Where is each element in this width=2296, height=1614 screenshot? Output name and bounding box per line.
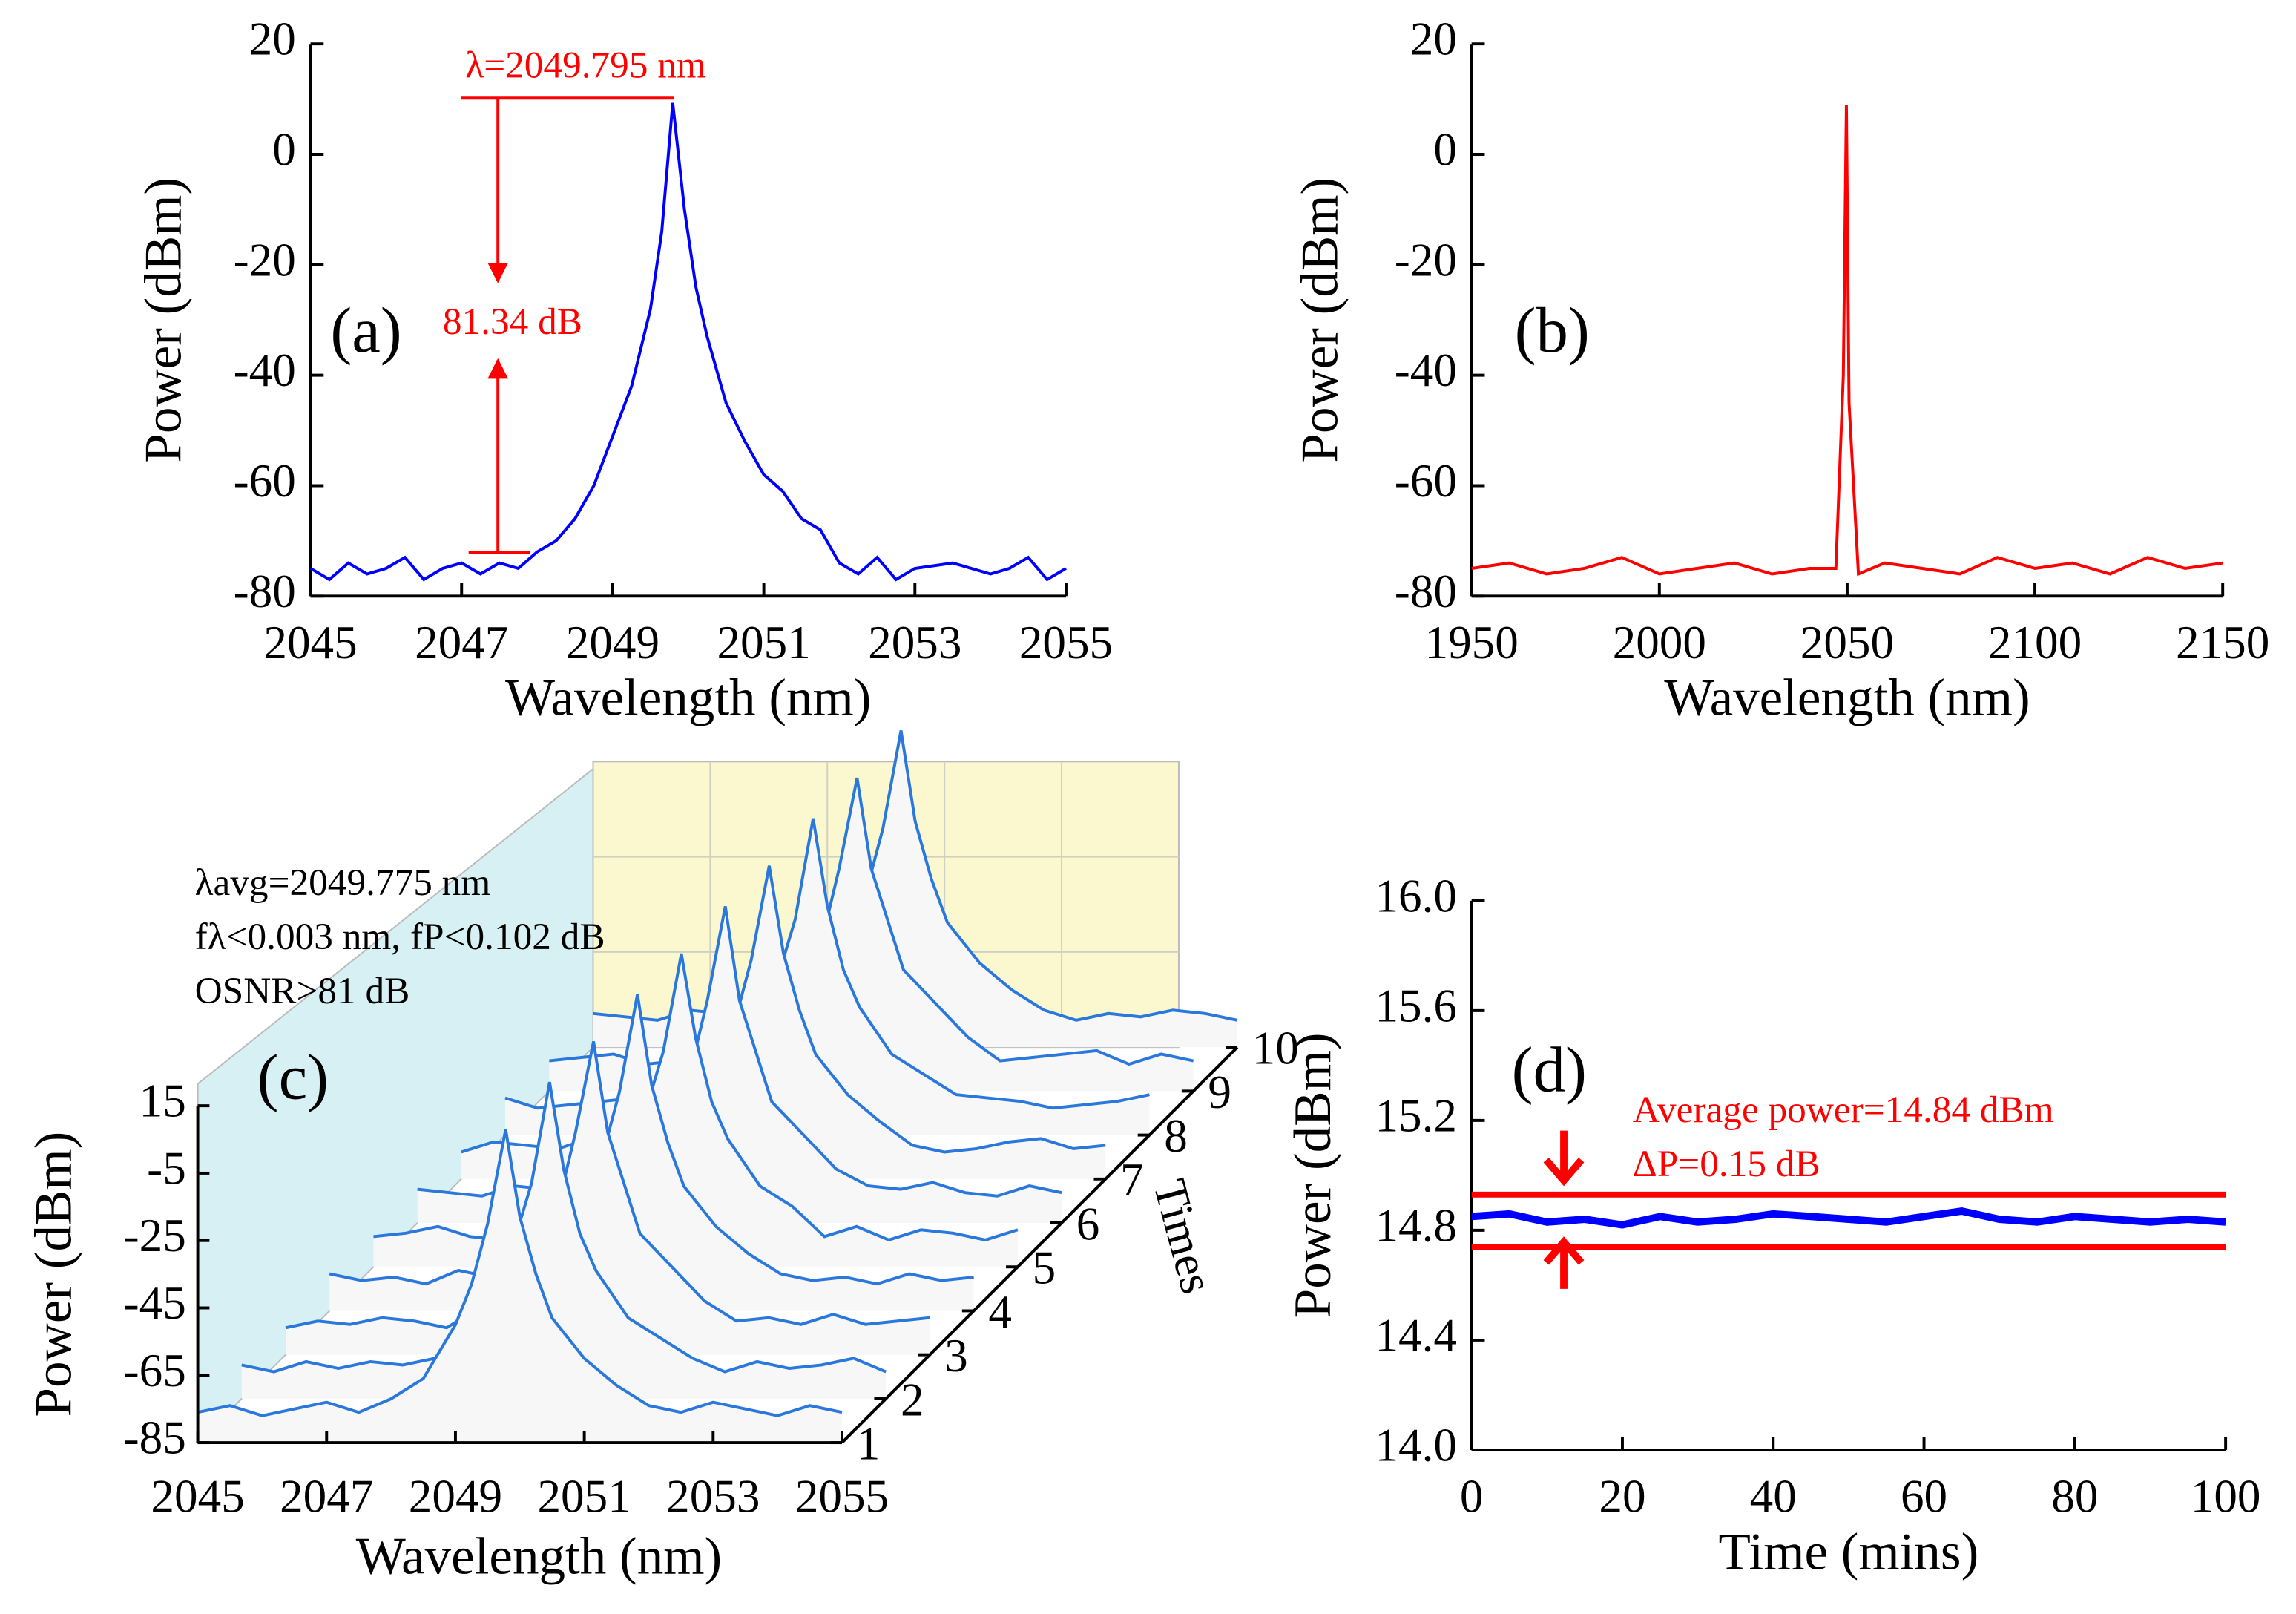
y-tick-label: 15.6 — [1375, 980, 1457, 1031]
x-tick-label: 2053 — [868, 617, 961, 669]
panel-label: (b) — [1515, 295, 1590, 366]
y-tick-label: -60 — [1395, 455, 1457, 507]
z-axis — [841, 1046, 1239, 1444]
y-tick-label: -60 — [234, 455, 296, 507]
x-tick-label: 1950 — [1425, 617, 1519, 669]
data-line — [1471, 1207, 2226, 1229]
z-tick-label: 10 — [1252, 1023, 1299, 1075]
data-line — [309, 102, 1067, 582]
z-tick-label: 9 — [1208, 1066, 1231, 1118]
x-axis-label: Wavelength (nm) — [1664, 669, 2030, 727]
x-tick-label: 2051 — [717, 617, 810, 669]
panel-label: (a) — [330, 295, 401, 366]
trace-fill — [593, 730, 1237, 1048]
trace-fill — [329, 994, 974, 1311]
panel-label: (d) — [1512, 1034, 1587, 1106]
panel-label: (c) — [257, 1041, 329, 1112]
y-tick-label: -40 — [1395, 344, 1457, 396]
x-axis-label: Wavelength (nm) — [356, 1527, 722, 1585]
x-tick-label: 80 — [2051, 1471, 2098, 1523]
x-tick-label: 0 — [1460, 1471, 1484, 1523]
y-tick-label: -25 — [124, 1210, 186, 1262]
y-tick-label: 14.4 — [1375, 1309, 1457, 1361]
x-tick-label: 2051 — [537, 1471, 631, 1523]
y-tick-label: 16.0 — [1375, 870, 1457, 922]
trace-fill — [286, 1041, 930, 1355]
y-tick-label: -80 — [234, 565, 296, 617]
x-tick-label: 2055 — [1019, 617, 1113, 669]
y-axis-label: Power (dBm) — [1292, 177, 1349, 463]
y-tick-label: 20 — [249, 13, 296, 65]
y-tick-label: -40 — [234, 344, 296, 396]
z-tick-label: 8 — [1164, 1110, 1188, 1162]
x-tick-label: 2047 — [280, 1471, 373, 1523]
y-tick-label: -80 — [1395, 565, 1457, 617]
y-tick-label: 0 — [1433, 124, 1457, 176]
x-tick-label: 2000 — [1613, 617, 1706, 669]
x-tick-label: 2053 — [666, 1471, 760, 1523]
y-tick-label: 0 — [272, 124, 296, 176]
y-tick-label: 15 — [139, 1075, 186, 1127]
y-tick-label: -65 — [124, 1345, 186, 1397]
x-tick-label: 2100 — [1988, 617, 2082, 669]
trace — [197, 1129, 843, 1417]
x-axis-label: Time (mins) — [1719, 1523, 1979, 1581]
y-tick-label: 14.8 — [1375, 1199, 1457, 1251]
y-tick-label: 15.2 — [1375, 1089, 1457, 1141]
trace-fill — [505, 818, 1150, 1135]
z-tick-label: 7 — [1120, 1154, 1144, 1206]
y-tick-label: -20 — [234, 234, 296, 286]
data-line — [1471, 105, 2223, 577]
z-tick-label: 4 — [988, 1286, 1012, 1338]
annotation-arrow — [1543, 1236, 1585, 1289]
annotation: λ=2049.795 nm — [465, 45, 706, 87]
y-tick-label: -45 — [124, 1277, 186, 1329]
y-tick-label: 14.0 — [1375, 1419, 1457, 1471]
x-tick-label: 20 — [1599, 1471, 1645, 1523]
x-tick-label: 2047 — [415, 617, 508, 669]
annotation: λavg=2049.775 nm — [195, 862, 491, 904]
x-tick-label: 2045 — [151, 1471, 244, 1523]
trace-fill — [197, 1129, 842, 1443]
annotation: Average power=14.84 dBm — [1633, 1089, 2054, 1131]
x-tick-label: 60 — [1901, 1471, 1947, 1523]
x-axis-label: Wavelength (nm) — [505, 669, 871, 727]
z-tick-label: 6 — [1076, 1198, 1100, 1250]
x-tick-label: 2055 — [795, 1471, 889, 1523]
z-tick-label: 3 — [944, 1330, 968, 1382]
y-axis-label: Power (dBm) — [134, 177, 192, 463]
annotation: 81.34 dB — [443, 301, 582, 343]
x-tick-label: 2049 — [566, 617, 659, 669]
trace — [329, 994, 974, 1286]
z-tick-label: 5 — [1033, 1242, 1056, 1294]
y-tick-label: -5 — [147, 1142, 186, 1194]
x-tick-label: 2050 — [1800, 617, 1894, 669]
trace-fill — [373, 954, 1018, 1267]
trace-fill — [417, 906, 1062, 1224]
x-tick-label: 40 — [1750, 1471, 1797, 1523]
x-tick-label: 2049 — [409, 1471, 502, 1523]
annotation: fλ<0.003 nm, fP<0.102 dB — [195, 916, 605, 958]
y-axis-label: Power (dBm) — [1284, 1032, 1342, 1318]
trace-fill — [461, 865, 1106, 1179]
trace-fill — [241, 1082, 887, 1399]
trace — [241, 1081, 887, 1374]
x-tick-label: 2045 — [263, 617, 357, 669]
y-tick-label: -85 — [124, 1412, 186, 1464]
y-tick-label: 20 — [1410, 13, 1457, 65]
annotation-arrow — [1543, 1130, 1585, 1187]
annotation: OSNR>81 dB — [195, 970, 410, 1012]
trace-fill — [549, 778, 1194, 1092]
z-tick-label: 2 — [901, 1374, 924, 1426]
x-tick-label: 2150 — [2176, 617, 2269, 669]
annotation: ΔP=0.15 dB — [1633, 1143, 1820, 1185]
x-tick-label: 100 — [2191, 1471, 2261, 1523]
trace — [285, 1041, 930, 1330]
y-tick-label: -20 — [1395, 234, 1457, 286]
z-axis-label: Times — [1143, 1174, 1223, 1299]
z-tick-label: 1 — [857, 1417, 881, 1469]
y-axis-label: Power (dBm) — [24, 1132, 82, 1417]
